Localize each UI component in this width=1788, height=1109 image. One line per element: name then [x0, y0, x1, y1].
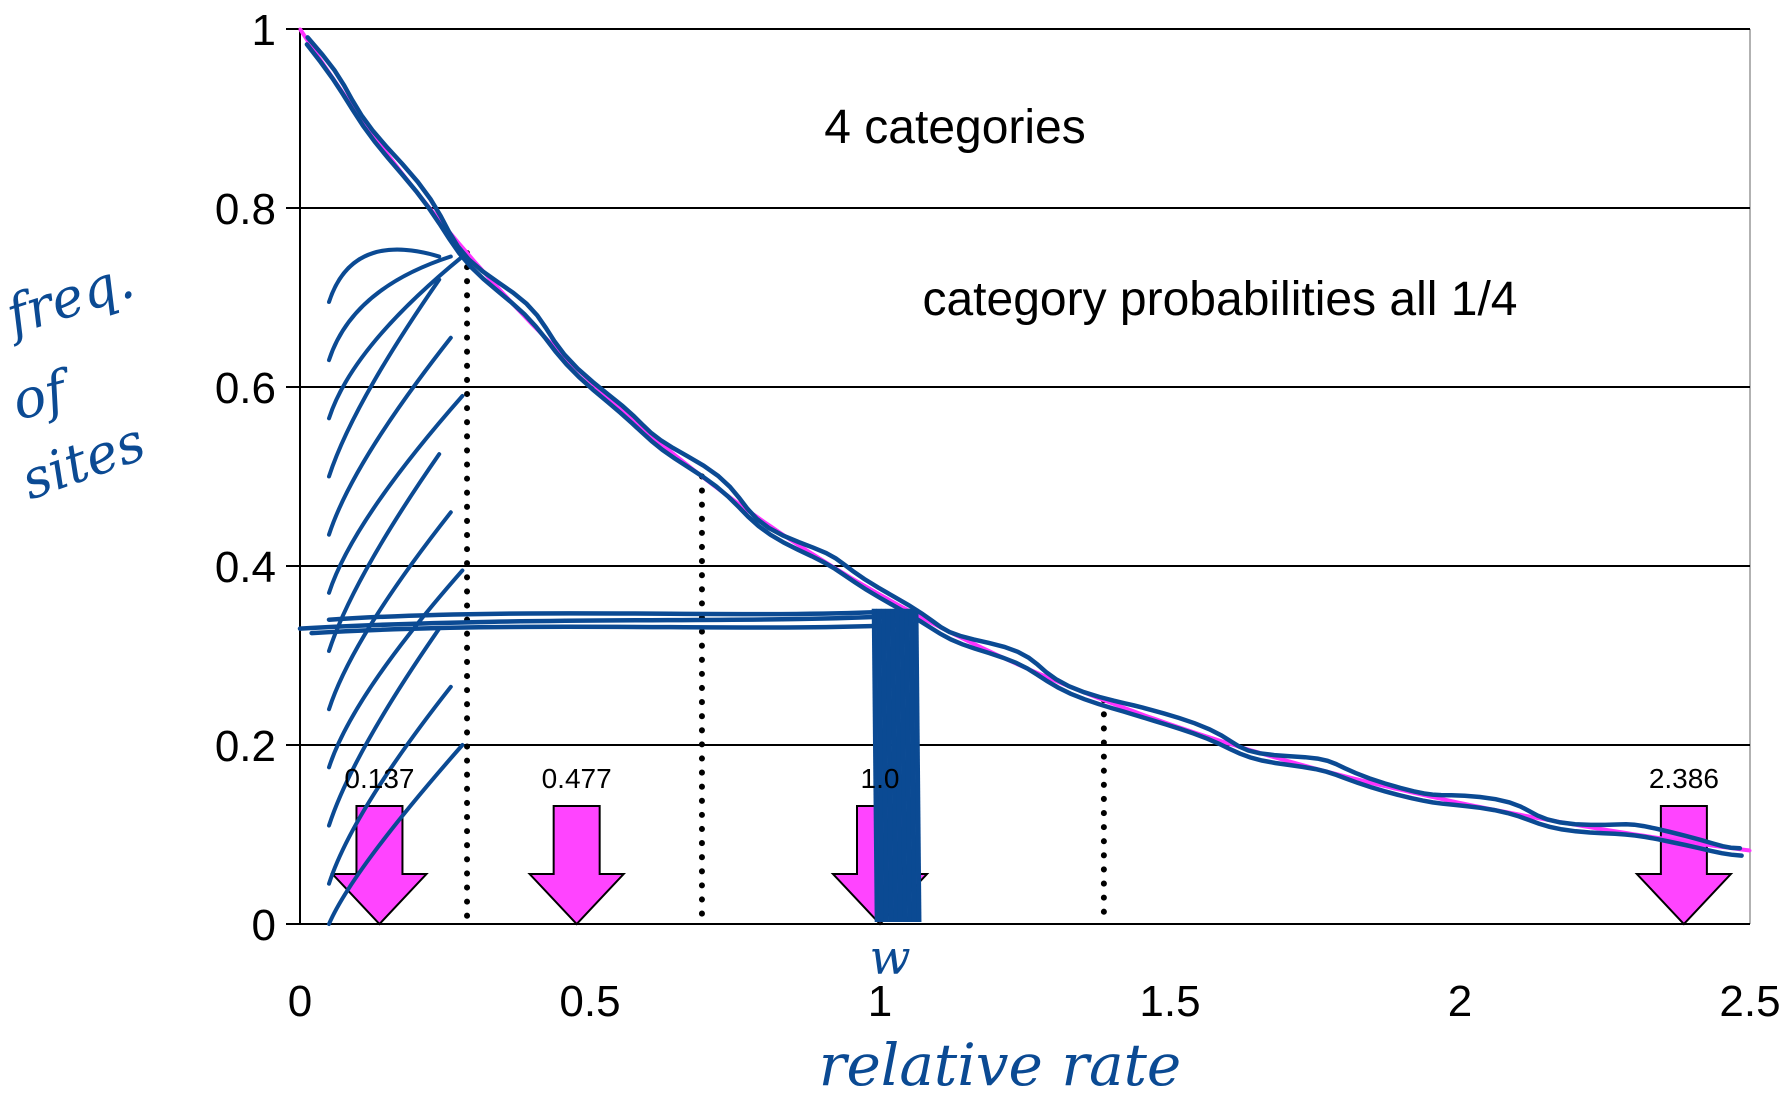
hand-curve: [304, 42, 1744, 858]
hand-scribble: [894, 608, 903, 923]
hand-scribble: [885, 608, 894, 923]
y-tick-label: 0.4: [215, 543, 276, 592]
hand-scribble: [890, 608, 899, 923]
hand-hatch-line: [327, 335, 453, 537]
y-tick-label: 0: [252, 901, 276, 950]
hand-scribble: [880, 608, 889, 923]
hand-curve: [305, 35, 1743, 851]
hand-hatch-line: [327, 743, 465, 926]
rate-label: 1.0: [861, 763, 900, 794]
annotation-categories: 4 categories: [824, 101, 1086, 154]
hand-band-line: [309, 621, 918, 636]
hand-scribble: [908, 608, 917, 923]
handwritten-w: w: [869, 930, 910, 986]
hand-scribble: [913, 608, 922, 923]
rate-arrows: [330, 805, 1734, 926]
hand-hatch-line: [327, 568, 465, 770]
hand-scribble: [899, 608, 908, 923]
rate-label: 2.386: [1649, 763, 1719, 794]
handwritten-ylabel: freq.: [0, 247, 141, 348]
rate-arrow: [1634, 805, 1734, 926]
y-tick-label: 1: [252, 6, 276, 55]
rate-arrow: [330, 805, 429, 926]
grid: [286, 28, 1751, 925]
category-boundaries: [464, 249, 1107, 927]
series-point: [298, 27, 302, 31]
rate-arrow: [527, 805, 626, 926]
hand-hatch-line: [327, 254, 453, 363]
hand-band-line: [297, 612, 912, 631]
y-tick-label: 0.6: [215, 364, 276, 413]
text-layer: 0 0.2 0.4 0.6 0.8 1 0 0.5 1 1.5 2 2.5 0.137 0.477 1.0 2…: [0, 6, 1781, 1099]
x-tick-label: 1.5: [1139, 977, 1200, 1026]
rate-label: 0.477: [542, 763, 612, 794]
hand-hatch-line: [327, 684, 453, 886]
handwritten-ink: [297, 35, 1744, 926]
hand-hatch-line: [327, 510, 453, 712]
x-tick-label: 2.5: [1719, 977, 1780, 1026]
series-point: [1748, 849, 1752, 853]
y-tick-label: 0.8: [215, 185, 276, 234]
series-point: [1690, 841, 1694, 845]
y-tick-label: 0.2: [215, 722, 276, 771]
rate-label: 0.137: [344, 763, 414, 794]
x-tick-label: 2: [1448, 977, 1472, 1026]
hand-band-line: [326, 608, 906, 622]
hand-scribble: [904, 608, 913, 923]
hand-scribble: [871, 608, 880, 923]
hand-hatch-line: [327, 393, 465, 595]
hand-hatch-line: [327, 247, 442, 304]
hand-hatch-line: [327, 452, 442, 654]
hand-hatch-line: [327, 254, 465, 421]
x-tick-label: 0.5: [559, 977, 620, 1026]
annotation-probabilities: category probabilities all 1/4: [922, 273, 1517, 326]
hand-hatch-line: [327, 277, 442, 479]
x-tick-label: 1: [868, 977, 892, 1026]
handwritten-xlabel: relative rate: [819, 1031, 1182, 1099]
hand-scribble: [876, 608, 885, 923]
handwritten-ylabel: of: [6, 357, 80, 433]
x-tick-label: 0: [288, 977, 312, 1026]
hand-hatch-line: [327, 626, 442, 828]
